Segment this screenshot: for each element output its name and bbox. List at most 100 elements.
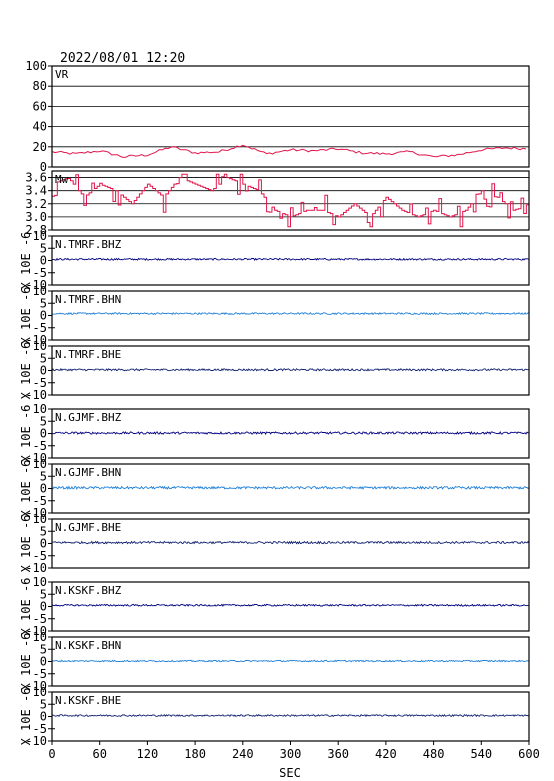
x-tick-label: 240 [232,747,254,761]
y-tick-label: 5 [40,414,47,428]
y-tick-label: 10 [33,284,47,298]
y-axis-label: X 10E -6 [19,688,33,746]
y-axis-label: X 10E -6 [19,405,33,463]
y-axis-label: X 10E -6 [19,287,33,345]
y-tick-label: 10 [33,457,47,471]
panel-label: N.TMRF.BHE [55,348,121,361]
y-axis-label: X 10E -6 [19,633,33,691]
y-tick-label: 10 [33,229,47,243]
y-tick-label: 80 [33,79,47,93]
panel-frame [51,170,530,231]
series-line [52,173,529,228]
y-tick-label: 0 [40,254,47,268]
y-tick-label: 0 [40,710,47,724]
series-line [51,485,530,491]
y-tick-label: 3.0 [25,210,47,224]
panel-label: VR [55,68,69,81]
y-tick-label: -10 [25,624,47,638]
x-tick-label: 540 [470,747,492,761]
y-tick-label: 60 [33,99,47,113]
y-tick-label: 5 [40,469,47,483]
y-tick-label: -5 [33,266,47,280]
y-tick-label: -10 [25,506,47,520]
y-tick-label: 0 [40,537,47,551]
x-tick-label: 120 [137,747,159,761]
y-tick-label: -10 [25,561,47,575]
header-datetime: 2022/08/01 12:20 [60,51,185,66]
x-tick-label: 180 [184,747,206,761]
panel-frame [51,235,530,286]
x-tick-label: 600 [518,747,540,761]
y-tick-label: 10 [33,575,47,589]
y-tick-label: -5 [33,722,47,736]
y-tick-label: 5 [40,241,47,255]
y-tick-label: -5 [33,612,47,626]
panel-mw: 2.83.03.23.43.6 Mw [25,170,530,237]
y-tick-label: 0 [40,309,47,323]
y-tick-label: 0 [40,160,47,174]
panel-label: N.GJMF.BHE [55,521,121,534]
series-line [51,311,530,316]
panel-vr: 0 20 40 60 80 100 VR [25,59,530,174]
y-tick-label: -5 [33,549,47,563]
y-tick-label: 3.4 [25,184,47,198]
panel-label: N.KSKF.BHN [55,639,121,652]
y-tick-label: 0 [40,655,47,669]
y-tick-label: -5 [33,439,47,453]
panel-frame [51,290,530,341]
y-tick-label: 5 [40,351,47,365]
y-tick-label: 40 [33,120,47,134]
panel-label: N.KSKF.BHZ [55,584,122,597]
x-axis-label: SEC [279,766,301,780]
y-tick-label: -10 [25,734,47,748]
x-tick-label: 0 [48,747,55,761]
y-axis-label: X 10E -6 [19,460,33,518]
y-tick-label: 100 [25,59,47,73]
series-line [51,713,530,718]
y-tick-label: 5 [40,587,47,601]
y-tick-label: 10 [33,402,47,416]
y-tick-label: 0 [40,482,47,496]
series-line [51,659,530,663]
panel-label: N.GJMF.BHN [55,466,121,479]
y-tick-label: -10 [25,388,47,402]
y-tick-label: 10 [33,512,47,526]
series-line [51,603,530,607]
y-tick-label: 0 [40,364,47,378]
y-tick-label: 5 [40,642,47,656]
y-axis-label: X 10E -6 [19,578,33,636]
series-line [51,540,530,545]
y-tick-label: 0 [40,427,47,441]
series-line [51,144,527,159]
series-line [51,430,530,436]
y-tick-label: 10 [33,339,47,353]
y-tick-label: 20 [33,140,47,154]
series-line [51,367,530,372]
y-tick-label: 10 [33,685,47,699]
y-tick-label: 3.6 [25,171,47,185]
y-tick-label: -10 [25,278,47,292]
panel-frame [51,65,530,168]
x-axis: 0 60 120 180 240 300 360 420 480 540 600 [48,741,540,761]
x-tick-label: 60 [92,747,106,761]
panel-label: N.TMRF.BHN [55,293,121,306]
panel-label: Mw [55,173,69,186]
y-axis-label: X 10E -6 [19,342,33,400]
y-tick-label: 5 [40,697,47,711]
panel-label: N.TMRF.BHZ [55,238,122,251]
y-tick-label: 10 [33,630,47,644]
x-tick-label: 480 [423,747,445,761]
x-tick-label: 360 [327,747,349,761]
x-tick-label: 420 [375,747,397,761]
y-tick-label: -10 [25,333,47,347]
y-axis-label: X 10E -6 [19,232,33,290]
y-tick-label: -5 [33,494,47,508]
